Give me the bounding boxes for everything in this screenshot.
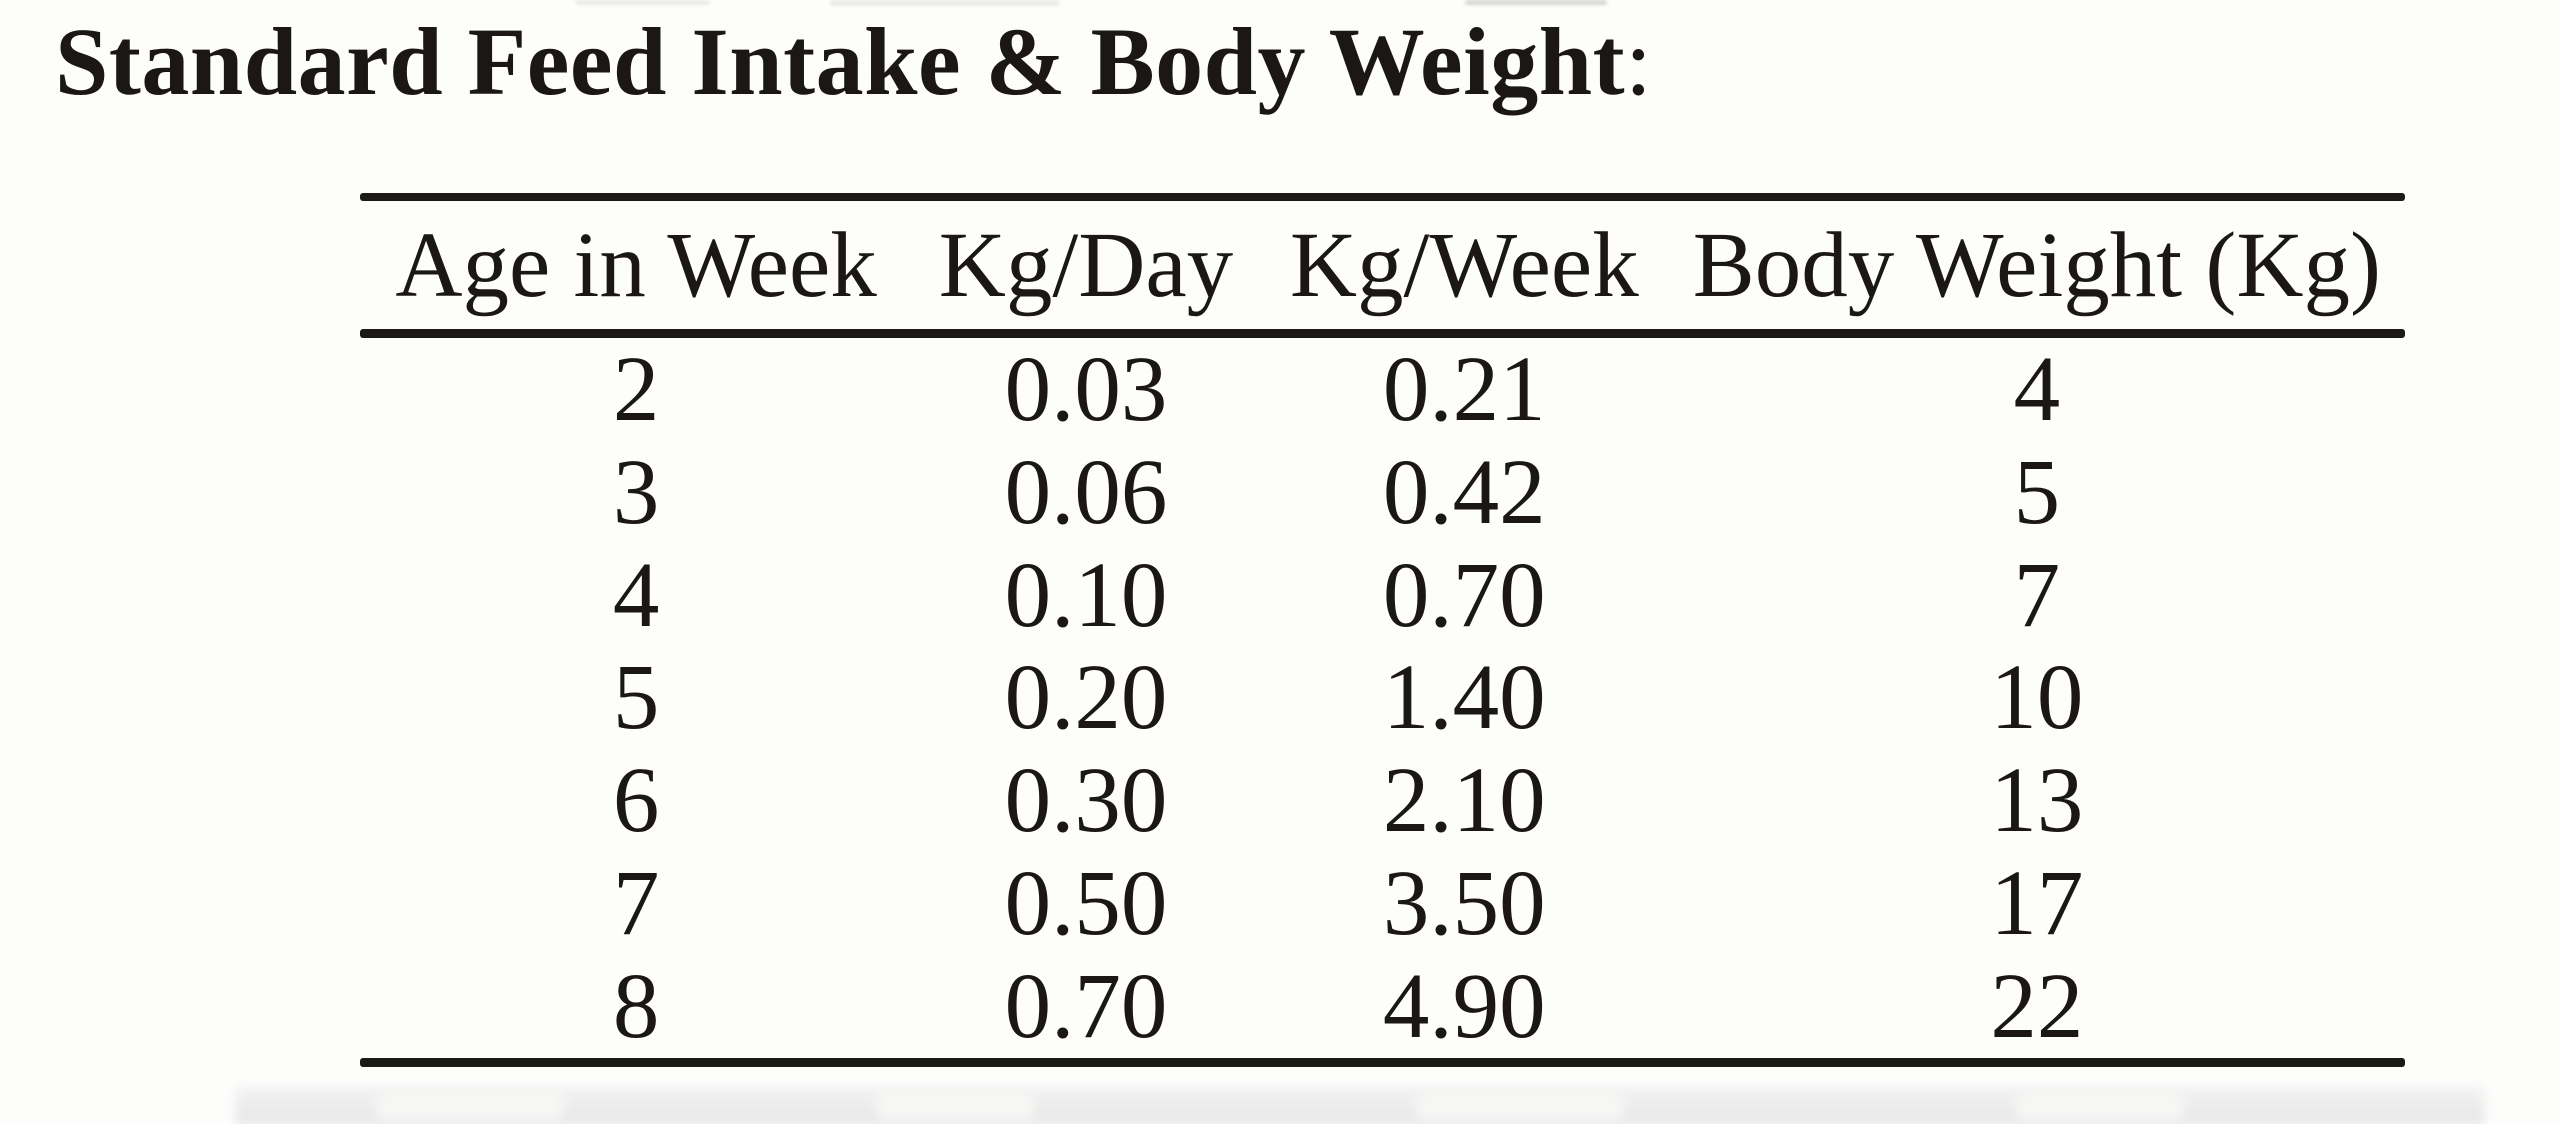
table-cell: 22 — [1990, 954, 2084, 1058]
table-cell: 0.50 — [1004, 851, 1168, 955]
table-cell: 1.40 — [1382, 646, 1546, 750]
scan-artifact — [575, 0, 710, 5]
table-cell: 13 — [1990, 749, 2084, 853]
table-cell: 0.21 — [1382, 337, 1546, 441]
table-row: 3 0.06 0.42 5 — [360, 441, 2405, 544]
table-cell: 17 — [1990, 851, 2084, 955]
feed-intake-table: Age in Week Kg/Day Kg/Week Body Weight (… — [360, 193, 2405, 1067]
scan-artifact — [1415, 1094, 1625, 1120]
scan-artifact-band — [235, 1086, 2485, 1124]
table-cell: 2 — [612, 337, 660, 441]
table-rule-header — [360, 329, 2405, 338]
table-cell: 0.10 — [1004, 543, 1168, 647]
table-cell: 0.20 — [1004, 646, 1168, 750]
table-row: 5 0.20 1.40 10 — [360, 646, 2405, 749]
table-cell: 8 — [612, 954, 660, 1058]
page-title-colon: : — [1625, 8, 1653, 115]
table-row: 8 0.70 4.90 22 — [360, 955, 2405, 1058]
table-cell: 4 — [612, 543, 660, 647]
page-title-text: Standard Feed Intake & Body Weight — [55, 8, 1626, 115]
table-cell: 0.70 — [1382, 543, 1546, 647]
table-cell: 0.42 — [1382, 440, 1546, 544]
table-cell: 2.10 — [1382, 749, 1546, 853]
table-row: 6 0.30 2.10 13 — [360, 749, 2405, 852]
table-cell: 0.06 — [1004, 440, 1168, 544]
table-body: 2 0.03 0.21 4 3 0.06 0.42 5 4 0.10 0.70 … — [360, 338, 2405, 1058]
table-cell: 7 — [612, 851, 660, 955]
scan-artifact — [1465, 0, 1607, 5]
table-cell: 6 — [612, 749, 660, 853]
scan-artifact — [375, 1094, 565, 1120]
column-header-kg-week: Kg/Week — [1289, 213, 1639, 317]
table-cell: 10 — [1990, 646, 2084, 750]
table-cell: 7 — [2013, 543, 2061, 647]
table-header-row: Age in Week Kg/Day Kg/Week Body Weight (… — [360, 201, 2405, 329]
column-header-kg-day: Kg/Day — [938, 213, 1234, 317]
table-cell: 4.90 — [1382, 954, 1546, 1058]
table-cell: 0.03 — [1004, 337, 1168, 441]
column-header-body-weight: Body Weight (Kg) — [1692, 213, 2381, 317]
table-cell: 3.50 — [1382, 851, 1546, 955]
table-cell: 4 — [2013, 337, 2061, 441]
table-row: 4 0.10 0.70 7 — [360, 544, 2405, 647]
table-rule-bottom — [360, 1057, 2405, 1067]
table-rule-top — [360, 193, 2405, 201]
scan-artifact — [830, 0, 1060, 6]
scan-artifact — [2015, 1094, 2185, 1120]
table-cell: 0.30 — [1004, 749, 1168, 853]
scan-artifact — [875, 1094, 1035, 1120]
table-cell: 0.70 — [1004, 954, 1168, 1058]
page-title: Standard Feed Intake & Body Weight: — [55, 6, 1652, 117]
table-cell: 5 — [2013, 440, 2061, 544]
column-header-age: Age in Week — [395, 213, 877, 317]
table-cell: 5 — [612, 646, 660, 750]
table-cell: 3 — [612, 440, 660, 544]
table-row: 2 0.03 0.21 4 — [360, 338, 2405, 441]
table-row: 7 0.50 3.50 17 — [360, 852, 2405, 955]
